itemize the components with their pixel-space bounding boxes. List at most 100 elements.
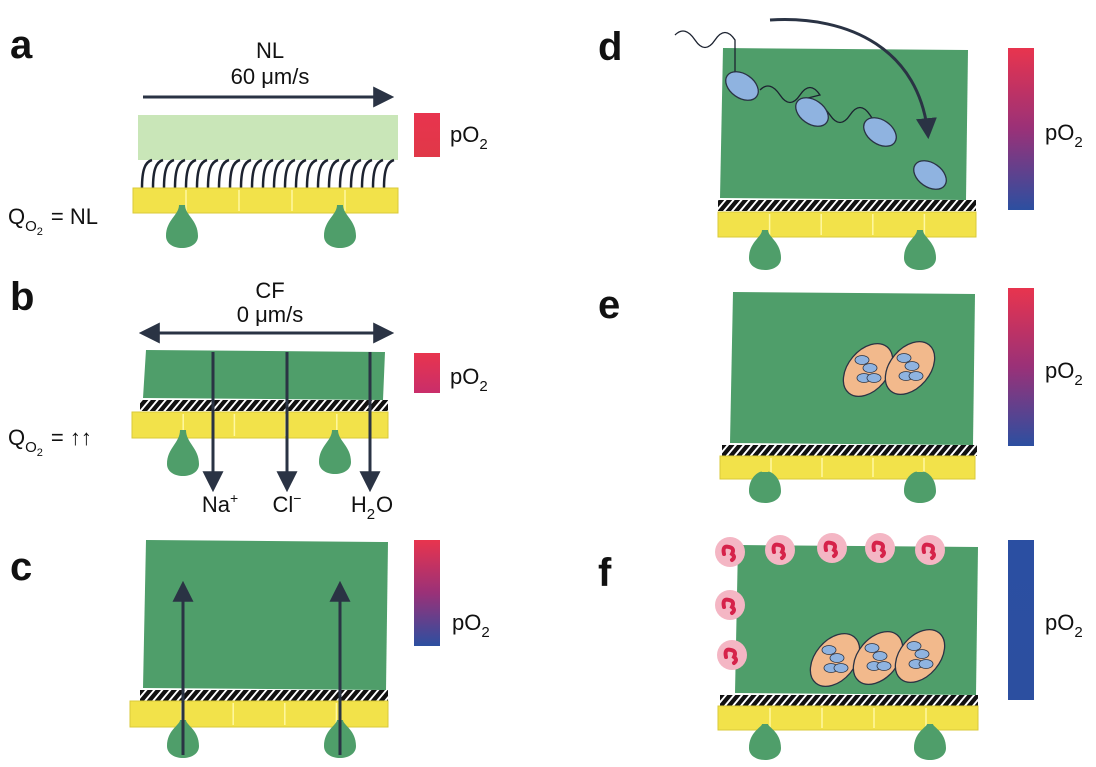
bacterium bbox=[822, 646, 836, 655]
epithelium bbox=[130, 701, 388, 727]
po2-label: pO2 bbox=[450, 122, 488, 153]
cilium bbox=[208, 160, 218, 188]
epithelium bbox=[133, 188, 398, 213]
mucus bbox=[143, 350, 385, 400]
bacterium bbox=[909, 372, 923, 381]
text-part: = NL bbox=[51, 204, 98, 229]
cilium bbox=[241, 160, 251, 188]
panel-letter: a bbox=[10, 23, 33, 67]
ion-label: Na+ bbox=[202, 490, 238, 517]
panel-letter: e bbox=[598, 283, 620, 327]
cilium bbox=[296, 160, 306, 188]
text-part: Na bbox=[202, 492, 231, 517]
cilium bbox=[351, 160, 361, 188]
epithelium bbox=[132, 412, 388, 438]
text-part: 2 bbox=[481, 624, 489, 641]
po2-label: pO2 bbox=[1045, 358, 1083, 389]
flow-label: NL bbox=[256, 38, 284, 63]
neutrophil bbox=[817, 533, 847, 563]
cilia-layer bbox=[722, 445, 977, 456]
neutrophil bbox=[715, 590, 745, 620]
text-part: pO bbox=[1045, 120, 1074, 145]
cilia-layer bbox=[140, 400, 388, 411]
po2-bar bbox=[414, 540, 440, 646]
cilia-layer bbox=[720, 695, 978, 706]
text-part: − bbox=[293, 490, 301, 506]
text-part: Q bbox=[8, 425, 25, 450]
flow-speed: 0 μm/s bbox=[237, 302, 303, 327]
cilium bbox=[219, 160, 229, 188]
text-part: 2 bbox=[1074, 372, 1082, 389]
cilium bbox=[175, 160, 185, 188]
cilium bbox=[318, 160, 328, 188]
text-part: 2 bbox=[1074, 134, 1082, 151]
text-part: 2 bbox=[479, 378, 487, 395]
text-part: pO bbox=[450, 122, 479, 147]
cilium bbox=[307, 160, 317, 188]
cilium bbox=[164, 160, 174, 188]
text-part: 2 bbox=[367, 506, 375, 523]
flow-speed: 60 μm/s bbox=[231, 64, 310, 89]
cilium bbox=[362, 160, 372, 188]
bacterium bbox=[877, 662, 891, 671]
epithelium bbox=[718, 212, 976, 237]
cilium bbox=[186, 160, 196, 188]
neutrophil bbox=[765, 535, 795, 565]
bacterium bbox=[863, 364, 877, 373]
panel-letter: f bbox=[598, 551, 612, 595]
cilium bbox=[285, 160, 295, 188]
cilium bbox=[373, 160, 383, 188]
text-part: Q bbox=[8, 204, 25, 229]
cilia-layer bbox=[718, 200, 976, 211]
po2-bar bbox=[1008, 540, 1034, 700]
cilium bbox=[230, 160, 240, 188]
po2-label: pO2 bbox=[452, 610, 490, 641]
epithelium bbox=[718, 706, 978, 730]
text-part: O bbox=[376, 492, 393, 517]
cilium bbox=[340, 160, 350, 188]
bacterium bbox=[873, 652, 887, 661]
bacterium bbox=[897, 354, 911, 363]
text-part: pO bbox=[1045, 358, 1074, 383]
cilium bbox=[329, 160, 339, 188]
bacterium bbox=[907, 642, 921, 651]
po2-label: pO2 bbox=[1045, 120, 1083, 151]
cilium bbox=[153, 160, 163, 188]
bacterium bbox=[915, 650, 929, 659]
cilium bbox=[142, 160, 152, 188]
text-part: 2 bbox=[37, 226, 43, 238]
cilium bbox=[197, 160, 207, 188]
flow-label: CF bbox=[255, 278, 284, 303]
text-part: pO bbox=[450, 364, 479, 389]
text-part: 2 bbox=[37, 447, 43, 459]
figure: abcdefNL60 μm/spO2QO2= NLCF0 μm/sNa+Cl−H… bbox=[0, 0, 1096, 767]
po2-label: pO2 bbox=[450, 364, 488, 395]
text-part: = ↑↑ bbox=[51, 425, 92, 450]
panel-letter: b bbox=[10, 275, 34, 319]
qo2-label: QO2 = NL bbox=[8, 204, 98, 238]
cilium bbox=[252, 160, 262, 188]
bacterium bbox=[855, 356, 869, 365]
cilia-layer bbox=[140, 690, 388, 701]
text-part: O bbox=[25, 439, 37, 456]
text-part: + bbox=[230, 490, 238, 506]
cilium bbox=[384, 160, 394, 188]
bacterium bbox=[905, 362, 919, 371]
text-part: pO bbox=[1045, 610, 1074, 635]
po2-bar bbox=[414, 113, 440, 157]
bacterium bbox=[919, 660, 933, 669]
bacterium bbox=[865, 644, 879, 653]
text-part: Cl bbox=[273, 492, 294, 517]
neutrophil bbox=[915, 535, 945, 565]
bacterium bbox=[834, 664, 848, 673]
po2-bar bbox=[414, 353, 440, 393]
neutrophil bbox=[717, 640, 747, 670]
po2-bar bbox=[1008, 288, 1034, 446]
cilium bbox=[274, 160, 284, 188]
panel-letter: c bbox=[10, 545, 32, 589]
text-part: 2 bbox=[1074, 624, 1082, 641]
text-part: O bbox=[25, 218, 37, 235]
neutrophil bbox=[865, 533, 895, 563]
mucus bbox=[143, 540, 388, 690]
ion-label: Cl− bbox=[273, 490, 302, 517]
